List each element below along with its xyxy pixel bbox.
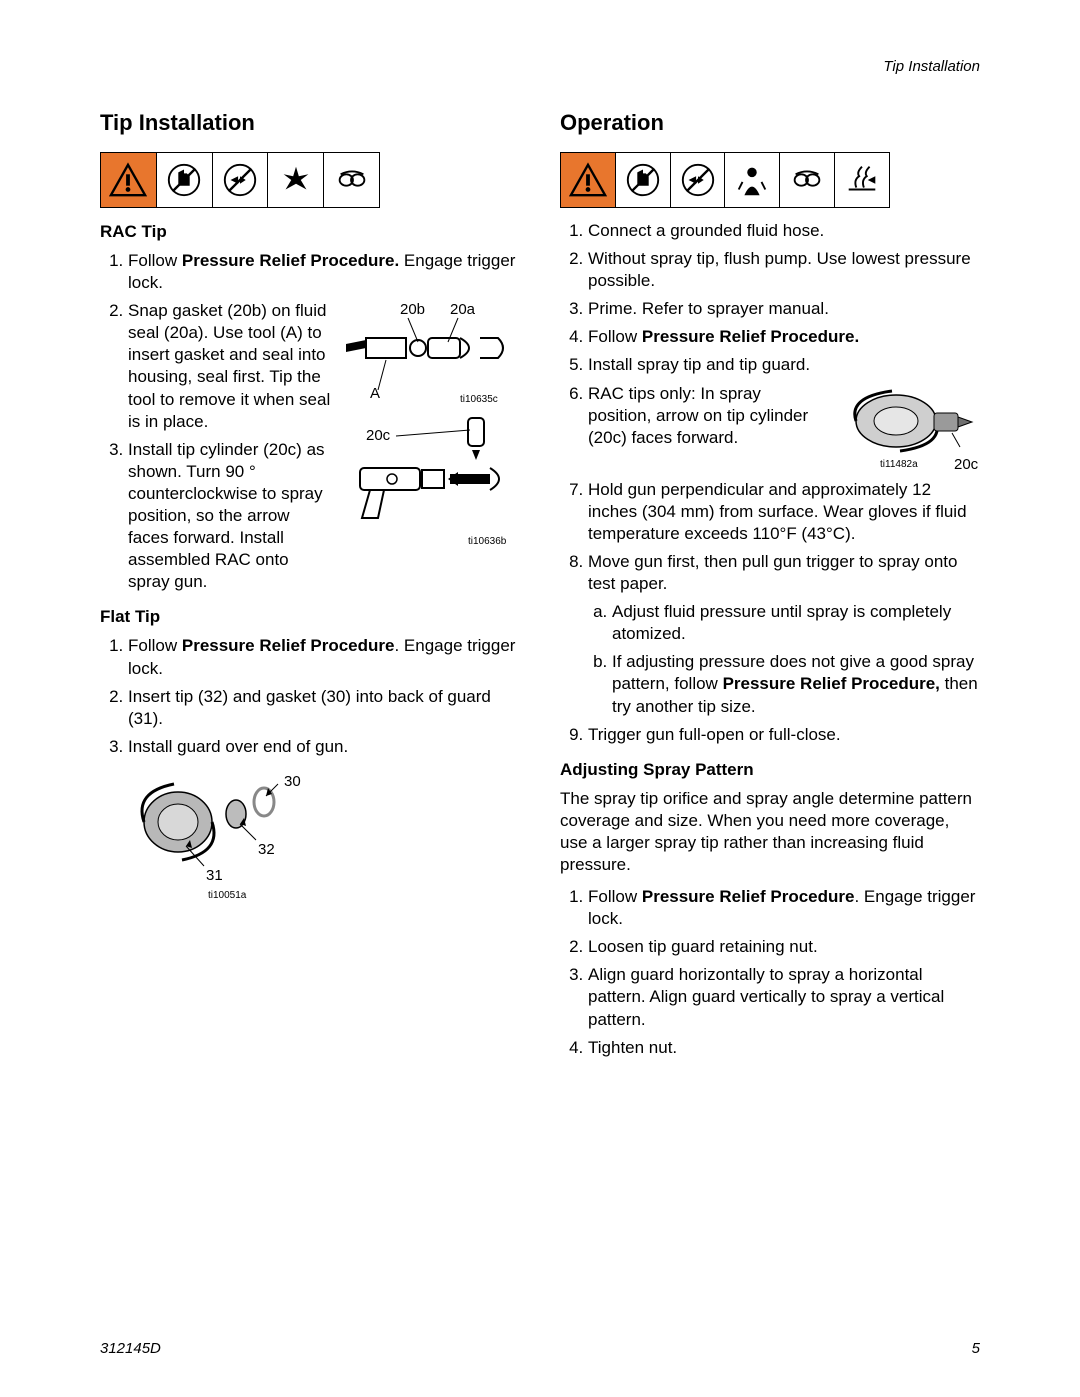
page-footer: 312145D 5 [100,1340,980,1357]
rac-tip-steps: Follow Pressure Relief Procedure. Engage… [128,250,520,593]
content-columns: Tip Installation RAC Tip Follow Pressure… [100,110,980,1065]
no-hand-icon [157,153,213,207]
list-item: Insert tip (32) and gasket (30) into bac… [128,686,520,730]
rac-tip-heading: RAC Tip [100,222,520,242]
warning-icon [561,153,616,207]
person-icon [725,153,780,207]
svg-text:20c: 20c [954,456,979,473]
warning-strip-left [100,152,380,208]
list-item: Hold gun perpendicular and approximately… [588,479,980,545]
list-item: Follow Pressure Relief Procedure. [588,326,980,348]
list-item: Follow Pressure Relief Procedure. Engage… [128,250,520,294]
list-item: Loosen tip guard retaining nut. [588,936,980,958]
list-item: Prime. Refer to sprayer manual. [588,298,980,320]
list-item: Align guard horizontally to spray a hori… [588,964,980,1030]
no-spray-icon [671,153,726,207]
operation-steps: Connect a grounded fluid hose. Without s… [588,220,980,746]
goggles-icon [780,153,835,207]
text-bold: Pressure Relief Procedure [642,887,855,906]
goggles-icon [324,153,379,207]
flat-tip-figure: 30 32 31 ti10051a [128,766,520,911]
text: Follow [588,327,642,346]
sub-steps: Adjust fluid pressure until spray is com… [612,601,980,717]
list-item: Follow Pressure Relief Procedure. Engage… [588,886,980,930]
list-item: Adjust fluid pressure until spray is com… [612,601,980,645]
text: Move gun first, then pull gun trigger to… [588,552,957,593]
text-bold: Pressure Relief Procedure [182,636,395,655]
no-hand-icon [616,153,671,207]
text: Install tip cylinder (20c) as shown. Tur… [128,440,325,592]
operation-heading: Operation [560,110,980,136]
adjusting-spray-heading: Adjusting Spray Pattern [560,760,980,780]
list-item: Install guard over end of gun. [128,736,520,758]
list-item: Tighten nut. [588,1037,980,1059]
text-bold: Pressure Relief Procedure. [182,251,399,270]
flat-tip-steps: Follow Pressure Relief Procedure. Engage… [128,635,520,757]
page-header-right: Tip Installation [883,58,980,75]
no-spray-icon [213,153,269,207]
list-item: Without spray tip, flush pump. Use lowes… [588,248,980,292]
label-20b: 20b [400,301,425,318]
fig-caption-1: ti10635c [460,394,498,405]
rac-figure: 20b 20a A ti10635c [340,300,520,556]
text: RAC tips only: In spray position, arrow … [588,384,808,447]
page-number: 5 [972,1340,980,1357]
rac-spray-figure: ti11482a 20c [830,383,980,479]
list-item: 20b 20a A ti10635c [128,300,520,433]
label-20c: 20c [366,427,391,444]
flat-tip-heading: Flat Tip [100,607,520,627]
doc-number: 312145D [100,1340,161,1357]
adjusting-spray-steps: Follow Pressure Relief Procedure. Engage… [588,886,980,1059]
list-item: If adjusting pressure does not give a go… [612,651,980,717]
text: Snap gasket (20b) on fluid seal (20a). U… [128,301,330,430]
label-20a: 20a [450,301,476,318]
svg-text:30: 30 [284,773,301,790]
svg-text:32: 32 [258,841,275,858]
text-bold: Pressure Relief Procedure, [723,674,940,693]
warning-icon [101,153,157,207]
svg-text:ti10051a: ti10051a [208,890,247,901]
text: Follow [588,887,642,906]
tip-installation-heading: Tip Installation [100,110,520,136]
left-column: Tip Installation RAC Tip Follow Pressure… [100,110,520,1065]
list-item: Move gun first, then pull gun trigger to… [588,551,980,718]
text: Follow [128,251,182,270]
list-item: ti11482a 20c RAC tips only: In spray pos… [588,383,980,449]
hot-surface-icon [835,153,889,207]
adjusting-spray-para: The spray tip orifice and spray angle de… [560,788,980,876]
text: Follow [128,636,182,655]
spark-icon [268,153,324,207]
right-column: Operation Connect a grounded fluid [560,110,980,1065]
list-item: Connect a grounded fluid hose. [588,220,980,242]
warning-strip-right [560,152,890,208]
fig-caption-2: ti10636b [468,536,507,547]
list-item: Install spray tip and tip guard. [588,354,980,376]
list-item: Trigger gun full-open or full-close. [588,724,980,746]
text-bold: Pressure Relief Procedure. [642,327,859,346]
list-item: Follow Pressure Relief Procedure. Engage… [128,635,520,679]
svg-text:31: 31 [206,867,223,884]
svg-text:ti11482a: ti11482a [880,459,918,470]
